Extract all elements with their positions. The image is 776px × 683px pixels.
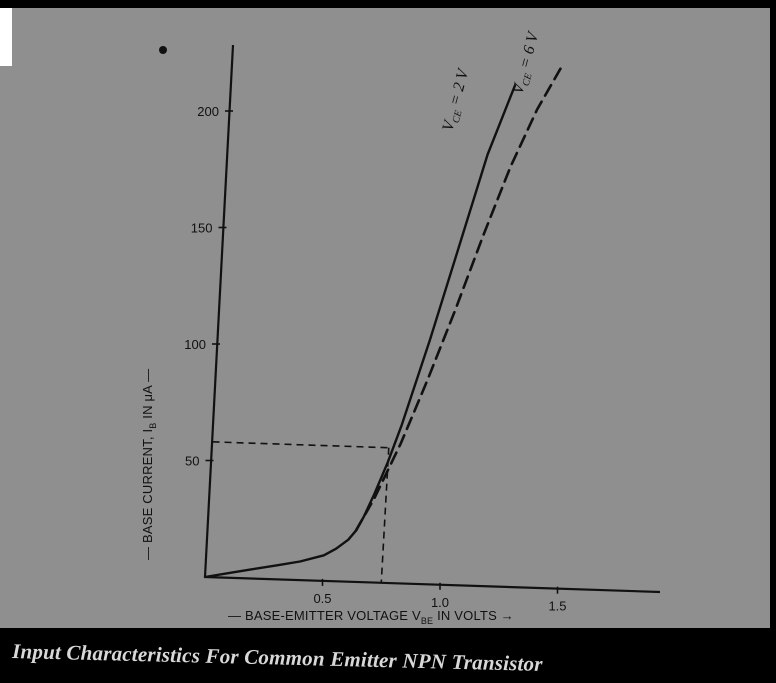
y-axis-title-main: — BASE CURRENT, I (140, 429, 155, 560)
x-axis-title-main: — BASE-EMITTER VOLTAGE V (228, 608, 421, 623)
x-axis-title-sub: BE (421, 616, 433, 626)
x-axis-ticks: 0.5 1.0 1.5 (313, 578, 567, 614)
y-tick-label: 100 (184, 337, 206, 352)
y-axis-title-suffix: IN μA — (140, 369, 155, 423)
y-axis-ticks: 50 100 150 200 (184, 104, 233, 469)
plot-panel (0, 8, 770, 628)
reference-line-vertical (380, 447, 390, 583)
caption-band (0, 628, 776, 683)
y-tick-label: 50 (185, 454, 199, 469)
series-label-vce-2-sub: CE (451, 109, 465, 124)
y-axis-line (203, 44, 235, 578)
svg-text:— BASE CURRENT, IB IN μA —: — BASE CURRENT, IB IN μA — (140, 369, 158, 560)
y-tick-label: 200 (197, 104, 219, 119)
y-tick-label: 150 (191, 221, 213, 236)
x-axis-title-suffix: IN VOLTS → (433, 608, 514, 623)
x-tick-label: 0.5 (313, 591, 331, 606)
x-tick-label: 1.0 (431, 595, 449, 610)
x-axis-title: — BASE-EMITTER VOLTAGE VBE IN VOLTS → (228, 608, 514, 626)
y-axis-arrow-dot (159, 46, 167, 54)
x-tick-label: 1.5 (548, 599, 566, 614)
corner-white-patch (0, 8, 12, 66)
series-label-vce-6-sub: CE (521, 72, 535, 87)
reference-lines (212, 441, 390, 583)
series-layer (203, 62, 565, 579)
y-axis-title-sub: B (148, 423, 158, 429)
y-axis-title: — BASE CURRENT, IB IN μA — (140, 369, 158, 560)
reference-line-horizontal (212, 441, 389, 449)
series-line-vce-6 (354, 62, 565, 532)
x-axis-line (204, 575, 661, 594)
